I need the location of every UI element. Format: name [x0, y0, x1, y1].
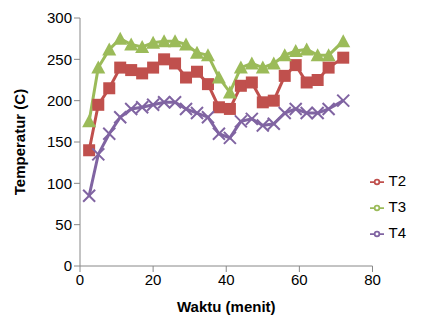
svg-text:150: 150 — [47, 133, 72, 150]
svg-text:60: 60 — [291, 271, 308, 288]
html-text:T3: T3 — [388, 198, 406, 215]
svg-text:0: 0 — [64, 257, 72, 274]
svg-text:200: 200 — [47, 92, 72, 109]
html-text:T2: T2 — [388, 172, 406, 189]
svg-text:20: 20 — [145, 271, 162, 288]
svg-text:100: 100 — [47, 175, 72, 192]
svg-text:0: 0 — [76, 271, 84, 288]
svg-text:250: 250 — [47, 51, 72, 68]
svg-text:80: 80 — [364, 271, 381, 288]
svg-text:Waktu (menit): Waktu (menit) — [177, 298, 276, 315]
svg-text:50: 50 — [55, 216, 72, 233]
svg-text:Temperatur (C): Temperatur (C) — [11, 89, 28, 195]
html-text:T4: T4 — [388, 224, 406, 241]
svg-text:40: 40 — [218, 271, 235, 288]
svg-text:300: 300 — [47, 9, 72, 26]
